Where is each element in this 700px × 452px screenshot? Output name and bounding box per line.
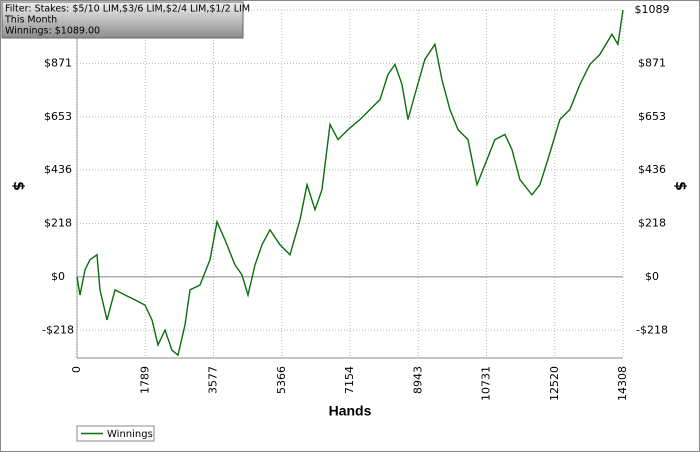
info-text: Winnings: $1089.00: [5, 26, 100, 37]
y2-tick-label: -$218: [636, 323, 668, 336]
legend: [76, 425, 155, 442]
x-tick-label: 3577: [207, 366, 220, 394]
y-tick-label: $0: [51, 270, 65, 283]
y-tick-label: $871: [44, 56, 72, 69]
x-tick-label: 12520: [548, 366, 561, 401]
y-tick-label: $653: [44, 110, 72, 123]
x-tick-label: 10731: [480, 366, 493, 401]
y2-tick-label: $653: [638, 110, 666, 123]
y2-axis-label: $: [672, 181, 688, 191]
x-tick-label: 5366: [275, 366, 288, 394]
x-tick-label: 0: [70, 366, 83, 373]
info-text: This Month: [4, 15, 57, 26]
line: [76, 9, 624, 357]
y-tick-label: $218: [44, 216, 72, 229]
y-tick-label: $436: [44, 163, 72, 176]
y2-tick-label: $871: [638, 56, 666, 69]
y2-tick-label: $0: [645, 270, 659, 283]
y2-tick-label: $218: [638, 216, 666, 229]
legend-label: Winnings: [107, 429, 153, 440]
x-tick-label: 14308: [616, 366, 629, 401]
y2-tick-label: $1089: [635, 3, 670, 16]
y-axis-label: $: [10, 181, 26, 191]
info-box: [1, 1, 244, 39]
x-tick-label: 1789: [138, 366, 151, 394]
y2-tick-label: $436: [638, 163, 666, 176]
x-tick-label: 7154: [343, 366, 356, 394]
y-tick-label: -$218: [42, 323, 74, 336]
info-text: Filter: Stakes: $5/10 LIM,$3/6 LIM,$2/4 …: [5, 4, 250, 15]
x-axis-label: Hands: [329, 403, 372, 419]
x-tick-label: 8943: [411, 366, 424, 394]
